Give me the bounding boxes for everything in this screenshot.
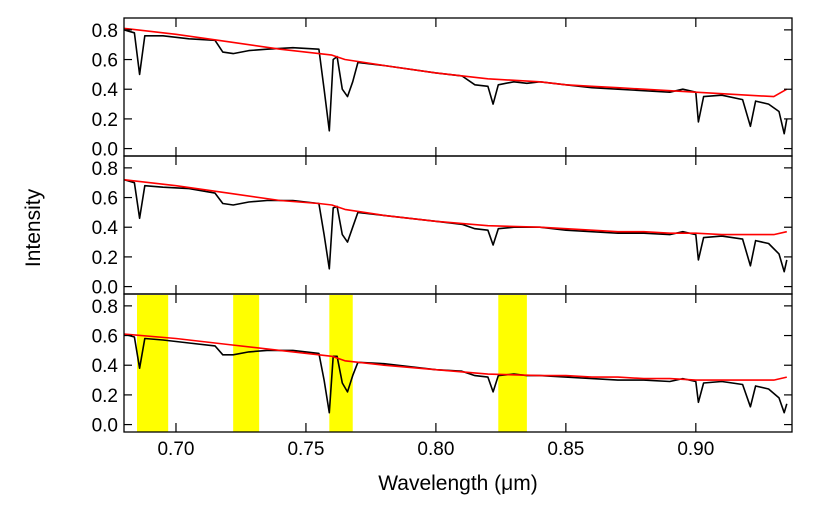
panel-1: 0.0 0.2 0.4 0.6 0.8 (92, 17, 793, 161)
observed-spectrum-line-panel-1 (123, 29, 788, 135)
y-tick-label: 0.4 (92, 80, 119, 101)
y-tick-label: 0.8 (92, 21, 118, 42)
y-tick-label: 0.4 (92, 218, 119, 239)
model-spectrum-line-panel-3 (123, 333, 787, 381)
panel-frame-2 (123, 155, 793, 295)
highlight-band-1 (136, 295, 169, 432)
x-axis-title: Wavelength (μm) (378, 472, 538, 495)
panel-frame-1 (123, 17, 793, 157)
y-tick-label: 0.0 (92, 278, 118, 299)
panel-3: 0.0 0.2 0.4 0.6 0.8 (92, 293, 793, 437)
model-spectrum-line-panel-2 (123, 178, 787, 236)
highlight-band-4 (498, 295, 527, 432)
y-tick-label: 0.8 (92, 297, 118, 318)
observed-spectrum-line-panel-2 (123, 178, 788, 273)
y-tick-label: 0.4 (92, 356, 119, 377)
highlight-band-3 (329, 295, 353, 432)
y-tick-label: 0.2 (92, 386, 118, 407)
model-spectrum-line-panel-1 (123, 27, 788, 98)
x-tick-label: 0.70 (157, 439, 194, 460)
y-tick-label: 0.2 (92, 248, 118, 269)
y-tick-label: 0.8 (92, 159, 118, 180)
x-tick-label: 0.85 (547, 439, 584, 460)
highlight-band-2 (233, 295, 260, 432)
panel-2: 0.0 0.2 0.4 0.6 0.8 (92, 155, 793, 299)
y-tick-label: 0.0 (92, 416, 118, 437)
x-tick-label: 0.90 (677, 439, 714, 460)
y-tick-label: 0.6 (92, 189, 118, 210)
y-tick-label: 0.0 (92, 140, 118, 161)
x-tick-label: 0.75 (287, 439, 324, 460)
observed-spectrum-line-panel-3 (123, 333, 788, 414)
y-tick-label: 0.2 (92, 110, 118, 131)
panel-frame-3 (123, 293, 793, 433)
x-tick-label: 0.80 (417, 439, 454, 460)
y-tick-label: 0.6 (92, 327, 118, 348)
y-axis-title: Intensity (22, 188, 45, 267)
y-tick-label: 0.6 (92, 51, 118, 72)
